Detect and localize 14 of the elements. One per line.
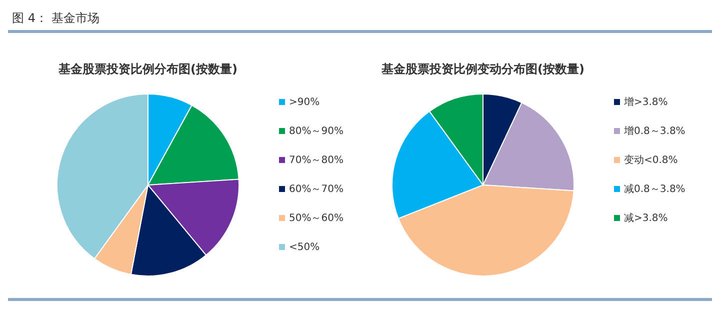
- legend-label: 80%～90%: [289, 126, 344, 137]
- caption: 图 4： 基金市场: [12, 11, 100, 25]
- legend-label: 60%～70%: [289, 184, 344, 195]
- legend-label: >90%: [289, 97, 320, 108]
- legend-label: 减0.8～3.8%: [624, 183, 686, 195]
- legend-label: 70%～80%: [289, 155, 344, 166]
- chart-title: 基金股票投资比例变动分布图(按数量): [380, 62, 584, 76]
- legend-label: 变动<0.8%: [624, 154, 678, 166]
- legend-label: 增0.8～3.8%: [623, 125, 686, 137]
- legend-label: 增>3.8%: [623, 96, 668, 108]
- chart-title: 基金股票投资比例分布图(按数量): [58, 62, 238, 76]
- legend-label: 50%～60%: [289, 213, 344, 224]
- legend-label: <50%: [289, 242, 320, 253]
- legend-label: 减>3.8%: [624, 212, 668, 224]
